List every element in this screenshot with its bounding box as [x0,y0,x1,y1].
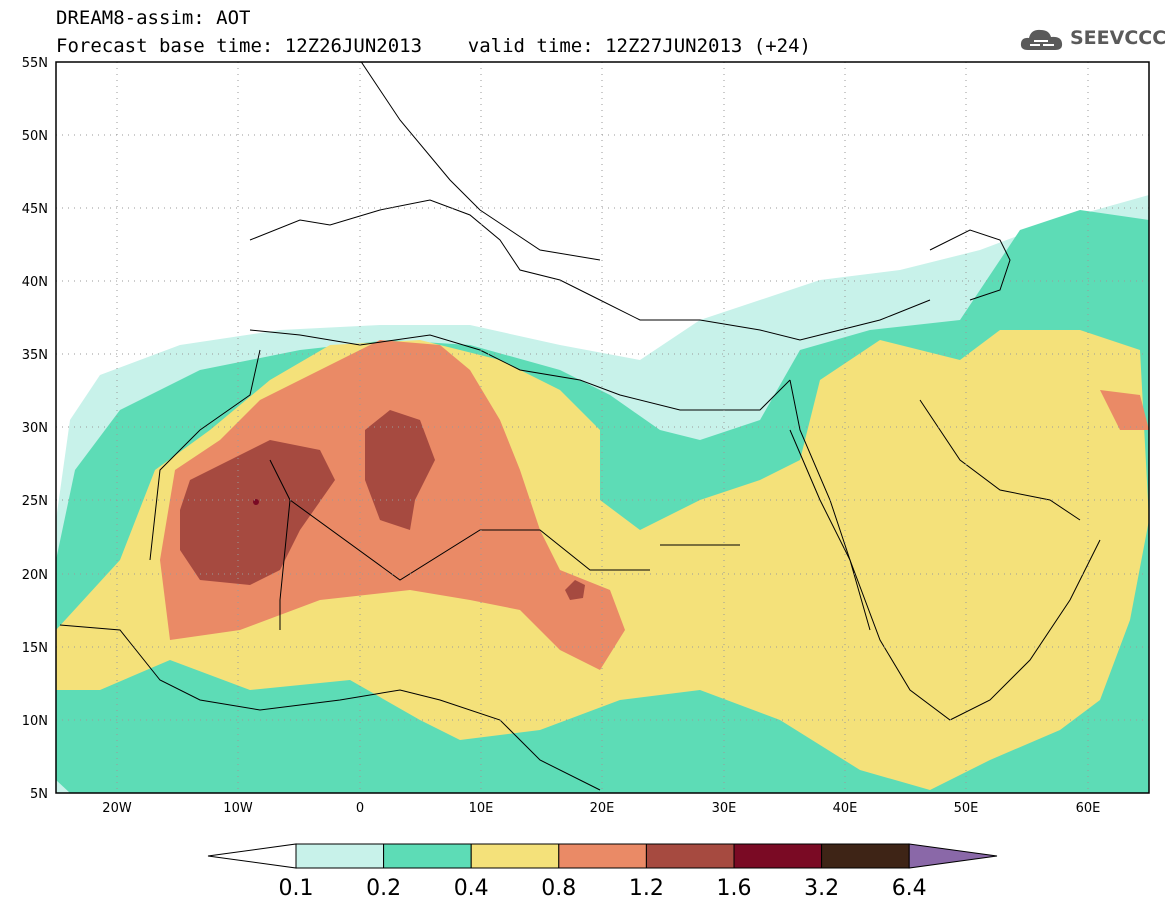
coastlines [59,62,1101,791]
title-line-2: Forecast base time: 12Z26JUN2013 valid t… [56,35,811,57]
lat-axis: 55N 50N 45N 40N 35N 30N 25N 20N 15N 10N … [22,56,48,802]
lat-label: 15N [22,641,48,656]
colorbar-high-arrow [908,843,998,869]
lon-label: 40E [833,801,858,816]
cloud-icon [1020,29,1063,50]
lon-label: 20E [590,801,615,816]
colorbar-label: 1.6 [716,876,752,901]
colorbar-label: 6.4 [891,876,927,901]
graticule [56,62,1149,793]
aot-peak-3.2 [253,499,259,505]
lon-label: 50E [954,801,979,816]
lat-label: 35N [22,348,48,363]
lon-label: 10E [469,801,494,816]
lon-label: 0 [356,801,364,816]
colorbar [207,843,998,869]
lon-axis: 20W 10W 0 10E 20E 30E 40E 50E 60E [102,801,1100,816]
colorbar-label: 3.2 [804,876,840,901]
title-line-1: DREAM8-assim: AOT [56,7,251,29]
lat-label: 20N [22,568,48,583]
colorbar-label: 1.2 [628,876,664,901]
lat-label: 30N [22,421,48,436]
lon-label: 30E [712,801,737,816]
colorbar-swatch [470,843,560,869]
lat-label: 40N [22,275,48,290]
colorbar-swatch [295,843,385,869]
aot-field [56,62,1149,793]
lon-label: 20W [102,801,132,816]
colorbar-swatch [645,843,735,869]
lat-label: 55N [22,56,48,71]
lat-label: 50N [22,129,48,144]
colorbar-label: 0.4 [453,876,489,901]
lon-label: 10W [223,801,253,816]
lat-label: 10N [22,714,48,729]
colorbar-swatch [821,843,910,869]
lat-label: 45N [22,202,48,217]
logo-text: SEEVCCC [1070,27,1165,49]
lat-label: 5N [30,787,48,802]
seevccc-logo: SEEVCCC [1018,24,1165,54]
aot-band-1.2-c [565,580,585,600]
colorbar-low-arrow [207,843,297,869]
colorbar-label: 0.8 [541,876,577,901]
aot-band-1.2-d [1100,390,1149,430]
colorbar-label: 0.1 [278,876,314,901]
aot-band-1.2-b [365,410,435,530]
colorbar-swatch [558,843,647,869]
aot-band-1.2 [180,440,335,585]
lon-label: 60E [1076,801,1101,816]
colorbar-swatch [383,843,472,869]
map-border [55,61,1150,794]
colorbar-swatch [733,843,823,869]
colorbar-label: 0.2 [366,876,402,901]
lat-label: 25N [22,494,48,509]
